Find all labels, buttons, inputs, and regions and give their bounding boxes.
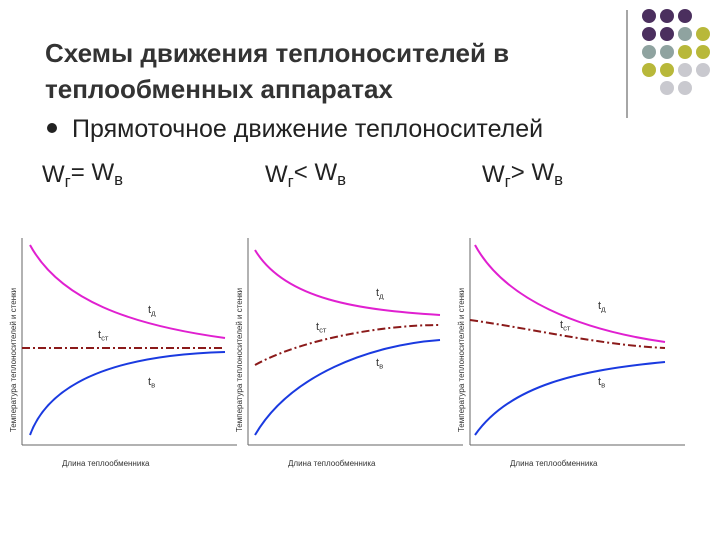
x-axis-label: Длина теплообменника [288, 459, 376, 468]
decor-dot [660, 45, 674, 59]
case-label-part: в [114, 170, 123, 189]
curve-label-part: t [598, 300, 601, 312]
decor-dot [660, 27, 674, 41]
curve-label: tв [148, 376, 155, 389]
curve [254, 324, 441, 366]
curve-label-part: t [598, 376, 601, 388]
curve [29, 244, 226, 339]
decor-dot [642, 45, 656, 59]
curve-label-part: t [376, 287, 379, 299]
case-label-part: г [288, 172, 294, 191]
case-label-part: г [65, 172, 71, 191]
case-label-part: = W [71, 159, 115, 186]
y-axis-label: Температура теплоносителей и стенки [235, 288, 244, 432]
bullet-dot [47, 123, 57, 133]
curve-label-part: t [316, 321, 319, 333]
decor-dot [678, 63, 692, 77]
decor-dot [642, 9, 656, 23]
decor-dot [642, 63, 656, 77]
curve-label: tв [376, 357, 383, 370]
decor-dot [678, 81, 692, 95]
curve-label: tст [98, 329, 109, 342]
case-label-part: в [337, 170, 346, 189]
curve-label-part: в [601, 380, 605, 389]
curve-label-part: t [148, 376, 151, 388]
case-label-part: г [505, 172, 511, 191]
case-label: Wг< Wв [265, 159, 346, 191]
decor-dot [678, 9, 692, 23]
bullet-text: Прямоточное движение теплоносителей [72, 115, 543, 143]
y-axis-label: Температура теплоносителей и стенки [9, 288, 18, 432]
curve [474, 361, 666, 436]
case-label-part: W [42, 161, 65, 188]
x-axis-label: Длина теплообменника [62, 459, 150, 468]
curve-label-part: ст [563, 323, 571, 332]
curve-label-part: ст [101, 333, 109, 342]
decor-dot [660, 81, 674, 95]
curve-label-part: t [148, 304, 151, 316]
curve-label-part: д [379, 291, 384, 300]
decor-dot [696, 27, 710, 41]
curve-label-part: д [151, 308, 156, 317]
curve-label: tд [598, 300, 606, 313]
curve-label-part: в [151, 380, 155, 389]
case-label-part: > W [511, 159, 555, 186]
curve [29, 351, 226, 436]
case-label-part: в [554, 170, 563, 189]
curve-label: tд [148, 304, 156, 317]
curve-label: tст [560, 319, 571, 332]
case-label-part: W [482, 161, 505, 188]
decor-dot [696, 45, 710, 59]
decor-dot [660, 9, 674, 23]
decor-dots [626, 9, 710, 118]
curve-label: tст [316, 321, 327, 334]
case-label: Wг= Wв [42, 159, 123, 191]
curve-label: tв [598, 376, 605, 389]
case-label-part: < W [294, 159, 338, 186]
decor-dot [696, 63, 710, 77]
curve-label: tд [376, 287, 384, 300]
curve-label-part: t [560, 319, 563, 331]
curve-label-part: t [376, 357, 379, 369]
title-line: Схемы движения теплоносителей в [45, 38, 509, 68]
decor-dot [678, 27, 692, 41]
curve-label-part: t [98, 329, 101, 341]
decor-dot [642, 27, 656, 41]
curve-label-part: в [379, 361, 383, 370]
curve-label-part: д [601, 304, 606, 313]
decor-dot [660, 63, 674, 77]
curve-label-part: ст [319, 325, 327, 334]
title-line: теплообменных аппаратах [45, 74, 393, 104]
x-axis-label: Длина теплообменника [510, 459, 598, 468]
curve [254, 339, 441, 436]
curve [254, 249, 441, 316]
curve [474, 244, 666, 343]
decor-dot [678, 45, 692, 59]
case-label-part: W [265, 161, 288, 188]
curve [469, 319, 666, 349]
case-label: Wг> Wв [482, 159, 563, 191]
y-axis-label: Температура теплоносителей и стенки [457, 288, 466, 432]
